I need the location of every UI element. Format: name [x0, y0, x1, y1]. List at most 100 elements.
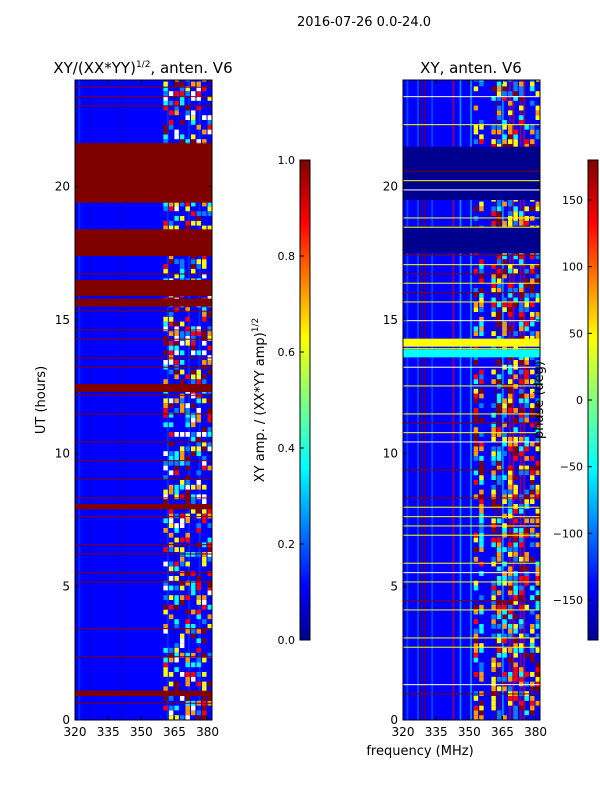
heatmap-cell	[535, 700, 540, 706]
heatmap-streak	[75, 170, 212, 172]
heatmap-cell	[513, 628, 518, 634]
heatmap-streak	[403, 180, 540, 182]
colorbar-tick-label: 0.6	[278, 346, 296, 359]
heatmap-cell	[530, 206, 535, 212]
heatmap-cell	[163, 326, 168, 332]
heatmap-cell	[179, 321, 185, 327]
heatmap-cell	[207, 115, 212, 120]
heatmap-cell	[479, 120, 484, 125]
heatmap-cell	[530, 494, 535, 500]
heatmap-cell	[163, 604, 168, 610]
heatmap-cell	[196, 216, 201, 221]
heatmap-cell	[535, 648, 540, 653]
heatmap-cell	[473, 494, 479, 500]
heatmap-cell	[196, 86, 201, 92]
heatmap-cell	[507, 475, 513, 480]
heatmap-cell	[179, 652, 185, 658]
heatmap-cell	[479, 715, 484, 720]
heatmap-cell	[535, 561, 540, 567]
heatmap-cell	[502, 499, 507, 504]
heatmap-cell	[513, 475, 518, 480]
heatmap-cell	[185, 417, 190, 423]
heatmap-streak	[75, 516, 212, 518]
heatmap-cell	[174, 360, 179, 365]
heatmap-cell	[519, 105, 524, 111]
heatmap-cell	[535, 427, 540, 432]
heatmap-cell	[202, 460, 207, 466]
heatmap-cell	[174, 561, 179, 567]
heatmap-cell	[491, 537, 496, 543]
heatmap-cell	[191, 609, 196, 615]
right-axes-frame	[402, 79, 541, 721]
heatmap-cell	[174, 604, 179, 610]
heatmap-streak	[403, 432, 540, 434]
heatmap-streak	[403, 525, 540, 527]
heatmap-cell	[191, 81, 196, 87]
heatmap-cell	[479, 508, 484, 514]
heatmap-cell	[479, 268, 484, 274]
heatmap-cell	[185, 619, 190, 624]
heatmap-cell	[513, 456, 518, 461]
heatmap-cell	[473, 331, 479, 336]
heatmap-cell	[163, 580, 168, 586]
heatmap-cell	[513, 542, 518, 548]
heatmap-cell	[513, 672, 518, 677]
right-panel: XY, anten. V6 320 335 350 365 380 0 5 10 15 20 fr…	[366, 59, 547, 759]
heatmap-cell	[496, 403, 502, 408]
heatmap-cell	[524, 283, 529, 288]
heatmap-cell	[168, 451, 174, 456]
heatmap-cell	[507, 211, 513, 216]
heatmap-cell	[185, 571, 190, 576]
heatmap-streak	[403, 534, 540, 536]
heatmap-cell	[519, 360, 524, 365]
heatmap-cell	[168, 614, 174, 620]
heatmap-cell	[168, 206, 174, 212]
heatmap-cell	[491, 504, 496, 509]
heatmap-cell	[524, 124, 529, 130]
heatmap-cell	[496, 451, 502, 456]
heatmap-cell	[179, 81, 185, 87]
heatmap-cell	[530, 456, 535, 461]
heatmap-cell	[191, 379, 196, 384]
heatmap-cell	[202, 652, 207, 658]
heatmap-band	[75, 280, 212, 296]
heatmap-cell	[196, 523, 201, 528]
heatmap-cell	[502, 451, 507, 456]
heatmap-cell	[185, 460, 190, 466]
heatmap-cell	[513, 427, 518, 432]
heatmap-cell	[202, 225, 207, 231]
heatmap-cell	[513, 518, 518, 524]
heatmap-cell	[185, 710, 190, 716]
heatmap-cell	[202, 307, 207, 312]
heatmap-cell	[479, 369, 484, 375]
heatmap-cell	[174, 321, 179, 327]
heatmap-cell	[207, 417, 212, 423]
heatmap-stripe	[420, 80, 423, 720]
heatmap-cell	[502, 422, 507, 428]
heatmap-cell	[507, 268, 513, 274]
heatmap-cell	[207, 681, 212, 687]
colorbar-tick-label: 50	[569, 327, 583, 340]
heatmap-cell	[185, 403, 190, 408]
heatmap-cell	[163, 412, 168, 418]
heatmap-streak	[75, 273, 212, 275]
heatmap-cell	[513, 705, 518, 711]
heatmap-cell	[473, 408, 479, 413]
heatmap-cell	[174, 547, 179, 552]
heatmap-cell	[535, 336, 540, 341]
heatmap-cell	[519, 417, 524, 423]
heatmap-cell	[179, 273, 185, 279]
heatmap-cell	[491, 619, 496, 624]
heatmap-cell	[185, 326, 190, 332]
heatmap-cell	[513, 408, 518, 413]
heatmap-stripe	[512, 80, 515, 720]
heatmap-cell	[507, 201, 513, 207]
heatmap-cell	[502, 124, 507, 130]
heatmap-cell	[507, 609, 513, 615]
heatmap-cell	[496, 312, 502, 317]
heatmap-cell	[519, 292, 524, 298]
heatmap-band	[75, 298, 212, 307]
heatmap-cell	[202, 336, 207, 341]
heatmap-cell	[179, 715, 185, 720]
heatmap-streak	[75, 460, 212, 462]
